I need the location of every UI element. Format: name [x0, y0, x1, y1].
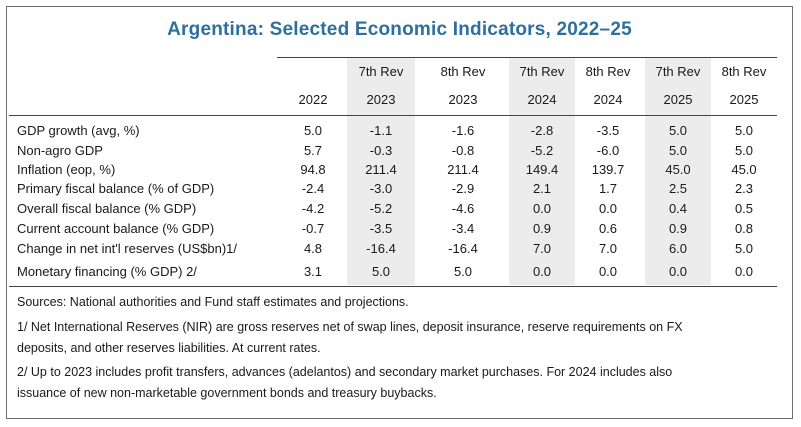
row-value: 2.3 [734, 181, 754, 196]
row-value: 0.0 [532, 201, 552, 216]
row-label: Current account balance (% GDP) [17, 221, 215, 236]
header-top-rule [277, 57, 777, 58]
row-label: Non-agro GDP [17, 143, 103, 158]
row-value: 0.0 [598, 264, 618, 279]
note-1-line-2: deposits, and other reserves liabilities… [17, 341, 321, 355]
row-value: 45.0 [731, 162, 757, 177]
row-value: -3.4 [451, 221, 475, 236]
row-value: -1.1 [369, 123, 393, 138]
row-value: -0.8 [451, 143, 475, 158]
row-value: 94.8 [300, 162, 326, 177]
indicator-table-panel: Argentina: Selected Economic Indicators,… [6, 6, 793, 419]
row-value: 0.0 [734, 264, 754, 279]
row-value: 5.7 [303, 143, 323, 158]
row-label: GDP growth (avg, %) [17, 123, 140, 138]
row-value: 211.4 [447, 162, 479, 177]
header-rev-6: 8th Rev [721, 64, 767, 79]
row-value: 0.5 [734, 201, 754, 216]
row-value: 5.0 [668, 123, 688, 138]
row-value: 0.9 [532, 221, 552, 236]
row-value: 0.4 [668, 201, 688, 216]
row-value: -3.0 [369, 181, 393, 196]
note-sources: Sources: National authorities and Fund s… [17, 295, 409, 309]
row-label: Change in net int'l reserves (US$bn)1/ [17, 241, 237, 256]
row-value: -16.4 [366, 241, 396, 256]
header-year-6: 2025 [729, 92, 759, 107]
row-value: -5.2 [530, 143, 554, 158]
row-value: -4.6 [451, 201, 475, 216]
row-value: 1.7 [598, 181, 618, 196]
header-rev-2: 8th Rev [440, 64, 486, 79]
row-value: -3.5 [596, 123, 620, 138]
row-value: 5.0 [453, 264, 473, 279]
row-value: 2.1 [532, 181, 552, 196]
header-bottom-rule [9, 115, 777, 116]
header-year-4: 2024 [593, 92, 623, 107]
row-value: 5.0 [734, 143, 754, 158]
row-value: 3.1 [303, 264, 323, 279]
row-value: 0.0 [598, 201, 618, 216]
row-value: 139.7 [591, 162, 625, 177]
table-title: Argentina: Selected Economic Indicators,… [167, 19, 632, 40]
row-value: -16.4 [448, 241, 478, 256]
note-2-line-2: issuance of new non-marketable governmen… [17, 386, 437, 400]
row-value: -6.0 [596, 143, 620, 158]
row-value: -2.8 [530, 123, 554, 138]
row-value: 211.4 [365, 162, 397, 177]
header-year-3: 2024 [527, 92, 557, 107]
header-rev-4: 8th Rev [585, 64, 631, 79]
row-label: Monetary financing (% GDP) 2/ [17, 264, 197, 279]
row-value: 149.4 [525, 162, 559, 177]
row-value: 4.8 [303, 241, 323, 256]
note-2-line-1: 2/ Up to 2023 includes profit transfers,… [17, 365, 673, 379]
header-year-5: 2025 [663, 92, 693, 107]
row-value: -2.9 [451, 181, 475, 196]
row-label: Inflation (eop, %) [17, 162, 116, 177]
row-value: 5.0 [734, 123, 754, 138]
row-label: Overall fiscal balance (% GDP) [17, 201, 197, 216]
row-value: -3.5 [369, 221, 393, 236]
row-value: 0.8 [734, 221, 754, 236]
shade-col-2025-7th [645, 58, 711, 285]
row-value: 5.0 [371, 264, 391, 279]
row-value: 0.0 [668, 264, 688, 279]
row-value: 5.0 [668, 143, 688, 158]
row-value: 7.0 [532, 241, 552, 256]
row-value: -2.4 [301, 181, 325, 196]
row-value: -0.7 [301, 221, 325, 236]
row-value: -1.6 [451, 123, 475, 138]
row-value: 0.6 [598, 221, 618, 236]
row-value: 45.0 [665, 162, 691, 177]
row-value: -0.3 [369, 143, 393, 158]
row-value: -5.2 [369, 201, 393, 216]
header-rev-5: 7th Rev [655, 64, 701, 79]
header-rev-3: 7th Rev [519, 64, 565, 79]
note-1-line-1: 1/ Net International Reserves (NIR) are … [17, 320, 683, 334]
row-value: 0.0 [532, 264, 552, 279]
row-label: Primary fiscal balance (% of GDP) [17, 181, 215, 196]
shade-col-2024-7th [509, 58, 575, 285]
table-bottom-rule [9, 286, 777, 287]
header-year-2: 2023 [448, 92, 478, 107]
header-rev-1: 7th Rev [358, 64, 404, 79]
shade-col-2023-7th [347, 58, 415, 285]
header-year-1: 2023 [366, 92, 396, 107]
row-value: 2.5 [668, 181, 688, 196]
row-value: 5.0 [303, 123, 323, 138]
row-value: 7.0 [598, 241, 618, 256]
row-value: 0.9 [668, 221, 688, 236]
header-year-0: 2022 [298, 92, 328, 107]
row-value: 5.0 [734, 241, 754, 256]
row-value: -4.2 [301, 201, 325, 216]
row-value: 6.0 [668, 241, 688, 256]
